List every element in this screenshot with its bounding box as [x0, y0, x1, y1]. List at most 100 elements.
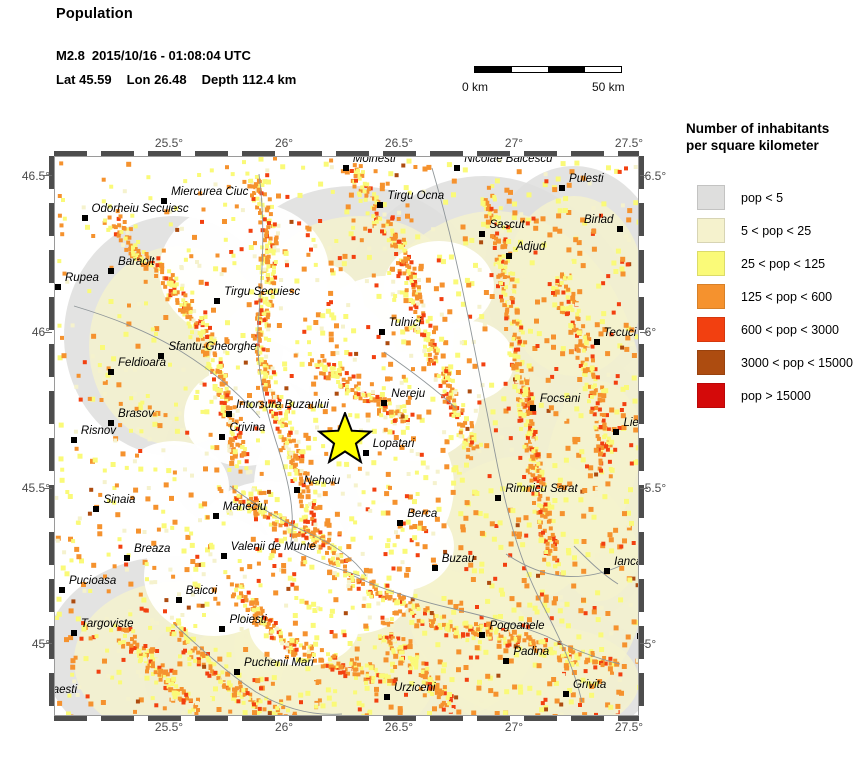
city-label: Crivina	[229, 422, 266, 435]
map-frame-bottom	[54, 716, 639, 721]
city-dot-icon	[559, 184, 566, 191]
longitude-tick-label-bottom: 27°	[504, 720, 524, 734]
city-dot-icon	[175, 596, 182, 603]
city-label: Pulesti	[569, 172, 604, 185]
city-dot-icon	[123, 554, 130, 561]
city-dot-icon	[383, 694, 390, 701]
city-dot-icon	[214, 298, 221, 305]
city-dot-icon	[563, 691, 570, 698]
latitude-tick-label-left: 45°	[31, 636, 50, 651]
event-depth: Depth 112.4 km	[201, 72, 297, 87]
city-label: Pogoanele	[489, 619, 545, 632]
latitude-tick-label-right: 46.5°	[638, 168, 667, 183]
population-density-raster: Moinesti Nicolae Balcescu Pulesti Odorheiu …	[54, 156, 639, 716]
city-label: Ianca	[614, 555, 639, 568]
city-label: Sfantu-Gheorghe	[168, 341, 257, 354]
city-dot-icon	[58, 586, 65, 593]
city-label: Risnov	[80, 425, 117, 438]
city-dot-icon	[54, 283, 61, 290]
city-dot-icon	[70, 437, 77, 444]
legend-label: 5 < pop < 25	[741, 223, 812, 238]
city-dot-icon	[70, 630, 77, 637]
scale-bar-max-label: 50 km	[592, 80, 625, 94]
city-dot-icon	[503, 657, 510, 664]
legend-label: pop > 15000	[741, 388, 811, 403]
city-dot-icon	[342, 164, 349, 171]
map-viewport[interactable]: Moinesti Nicolae Balcescu Pulesti Odorheiu …	[54, 156, 639, 716]
city-label: Nehoiu	[303, 474, 341, 487]
longitude-tick-label-top: 25.5°	[154, 136, 184, 150]
city-dot-icon	[381, 399, 388, 406]
event-latitude: Lat 45.59	[56, 72, 112, 87]
map-frame-left	[49, 156, 54, 716]
page-title: Population	[56, 6, 133, 22]
city-label: Intorsura Buzaului	[236, 399, 329, 412]
city-label: Targoviste	[80, 618, 134, 631]
legend-color-swatch	[697, 350, 725, 375]
legend-label: 600 < pop < 3000	[741, 322, 840, 337]
population-cells	[54, 156, 639, 716]
legend-label: 125 < pop < 600	[741, 289, 833, 304]
city-dot-icon	[378, 328, 385, 335]
city-label: Odorheiu Secuiesc	[91, 203, 189, 216]
city-label: Baraolt	[118, 255, 155, 268]
legend-row: pop < 5	[686, 181, 865, 214]
event-magnitude-time: M2.8 2015/10/16 - 01:08:04 UTC	[56, 48, 251, 63]
legend-color-swatch	[697, 317, 725, 342]
latitude-tick-mark-left	[44, 487, 52, 489]
city-label: Tulnici	[388, 316, 422, 329]
legend-color-swatch	[697, 251, 725, 276]
city-label: Gaesti	[54, 683, 78, 696]
city-label: Feldioara	[118, 357, 166, 370]
legend: Number of inhabitants per square kilomet…	[686, 120, 865, 412]
longitude-tick-label-top: 26°	[274, 136, 294, 150]
longitude-tick-label-bottom: 25.5°	[154, 720, 184, 734]
legend-color-swatch	[697, 185, 725, 210]
city-label: Adjud	[516, 241, 546, 254]
city-dot-icon	[93, 505, 100, 512]
city-dot-icon	[219, 625, 226, 632]
latitude-tick-label-left: 46°	[31, 325, 50, 339]
city-dot-icon	[219, 434, 226, 441]
longitude-tick-label-bottom: 26°	[274, 720, 294, 734]
city-dot-icon	[234, 669, 241, 676]
longitude-tick-label-top: 27°	[504, 136, 524, 150]
city-dot-icon	[397, 520, 404, 527]
latitude-tick-mark-right	[640, 175, 648, 177]
city-dot-icon	[613, 428, 620, 435]
axis-longitude-bottom: 25.5° 26° 26.5° 27° 27.5°	[18, 720, 666, 736]
city-label: Breaza	[133, 542, 171, 555]
city-label: Valenii de Munte	[230, 541, 317, 554]
city-label: Sascut	[489, 219, 525, 232]
city-label: Buzau	[441, 553, 475, 566]
legend-row: 600 < pop < 3000	[686, 313, 865, 346]
city-label: Padina	[513, 645, 550, 658]
event-location-depth: Lat 45.59 Lon 26.48 Depth 112.4 km	[56, 72, 296, 87]
city-label: Nereju	[391, 387, 426, 400]
legend-items: pop < 5 5 < pop < 25 25 < pop < 125 125 < p…	[686, 181, 865, 412]
latitude-tick-mark-right	[640, 643, 648, 645]
city-dot-icon	[81, 215, 88, 222]
city-dot-icon	[593, 338, 600, 345]
legend-label: pop < 5	[741, 190, 784, 205]
city-label: Brasov	[118, 407, 154, 420]
map-frame-right	[639, 156, 644, 716]
latitude-tick-mark-right	[640, 331, 648, 333]
legend-row: 3000 < pop < 15000	[686, 346, 865, 379]
city-dot-icon	[479, 231, 486, 238]
city-dot-icon	[108, 267, 115, 274]
city-dot-icon	[226, 411, 233, 418]
latitude-tick-mark-left	[44, 643, 52, 645]
city-label: Maneciu	[222, 500, 267, 513]
city-dot-icon	[220, 553, 227, 560]
map-frame-top	[54, 151, 639, 156]
legend-row: pop > 15000	[686, 379, 865, 412]
city-dot-icon	[604, 567, 611, 574]
city-dot-icon	[479, 631, 486, 638]
longitude-tick-label-top: 26.5°	[384, 136, 414, 150]
city-dot-icon	[108, 369, 115, 376]
city-label: Focsani	[539, 393, 581, 406]
city-label: Rupea	[64, 271, 99, 284]
city-label: Moinesti	[352, 156, 396, 165]
city-label: Tecuci	[603, 326, 637, 339]
